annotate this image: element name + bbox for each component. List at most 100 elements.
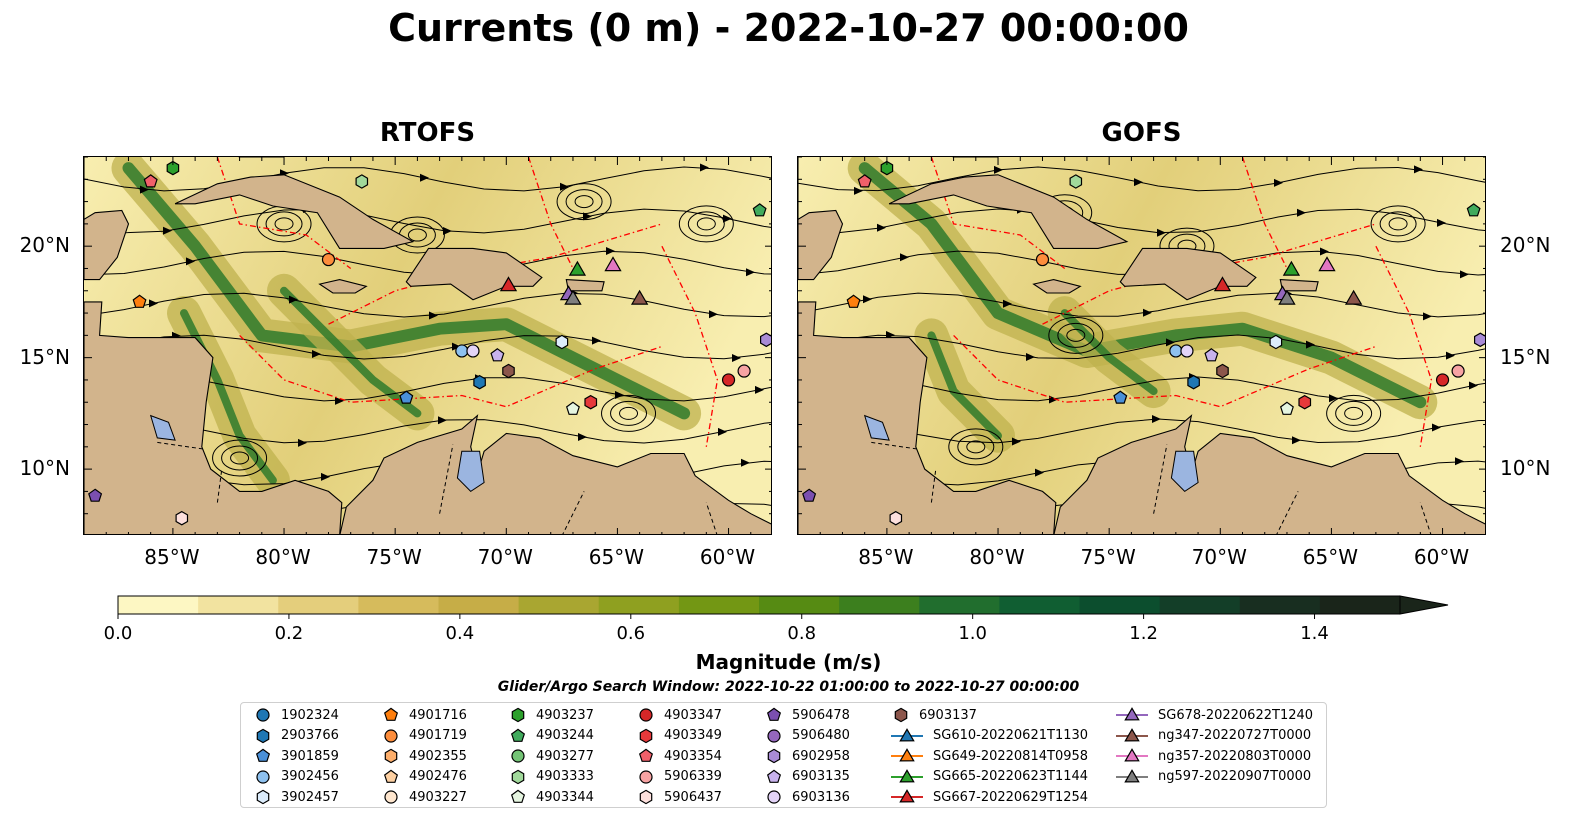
legend-label: 4902355 — [409, 748, 467, 764]
legend-item: 6903136 — [762, 787, 850, 807]
legend-item: 4902476 — [379, 767, 467, 787]
marker-ng597-20220907T0000 — [564, 289, 582, 305]
eddy-contour — [678, 205, 734, 243]
lat-tick-label-right: 15°N — [1500, 344, 1551, 369]
eez-boundary — [1042, 223, 1377, 325]
legend-label: 5906480 — [792, 728, 850, 744]
flow-arrow — [298, 438, 307, 447]
pentagon-marker-icon — [766, 707, 782, 721]
map-frame-ticks — [84, 157, 771, 534]
colorbar-tick-label: 0.2 — [274, 623, 304, 644]
panel-title-gofs: GOFS — [1101, 118, 1182, 148]
lat-tick-label-right: 20°N — [1500, 233, 1551, 258]
legend-item: SG667-20220629T1254 — [889, 787, 1088, 807]
water-maracaibo-lake — [1170, 450, 1199, 493]
circle-marker-icon — [767, 728, 781, 743]
eddy-contour — [265, 211, 303, 237]
search-window-text: Glider/Argo Search Window: 2022-10-22 01… — [497, 679, 1080, 695]
lat-tick-label-right: 10°N — [1500, 456, 1551, 481]
hexagon-marker-icon — [256, 728, 270, 743]
legend-item: 1902324 — [251, 705, 339, 725]
streamline — [798, 292, 1485, 318]
land-south-america — [1053, 414, 1485, 534]
colorbar-tick-label: 1.0 — [958, 623, 987, 644]
legend-marker — [639, 790, 653, 805]
circle-marker-icon — [384, 790, 398, 804]
legend-marker — [511, 707, 525, 723]
legend-marker — [639, 708, 653, 722]
triangle-marker-icon — [891, 768, 923, 783]
flow-arrow — [718, 427, 727, 436]
water-nicaragua-lake — [149, 414, 176, 441]
legend-label: SG665-20220623T1144 — [933, 769, 1089, 785]
legend-label: 4903237 — [536, 707, 594, 723]
marker-6903136 — [1180, 344, 1194, 358]
current-core — [122, 162, 691, 420]
legend-item: 5906480 — [762, 726, 850, 746]
legend-label: 5906437 — [664, 789, 722, 805]
legend-marker — [1124, 707, 1140, 721]
marker-4903354 — [857, 174, 872, 188]
colorbar-segment — [759, 596, 840, 614]
triangle-marker-icon — [891, 789, 923, 803]
legend-marker — [899, 748, 915, 762]
marker-ng357-20220803T0000 — [1318, 256, 1336, 272]
legend-marker — [766, 769, 782, 783]
marker-6903135 — [1204, 348, 1219, 362]
lon-tick-label: 65°W — [588, 545, 645, 569]
eddy-contour — [601, 394, 657, 432]
lon-tick-label: 85°W — [144, 545, 200, 569]
legend-item: 6903137 — [889, 705, 977, 725]
marker-3901859 — [399, 390, 414, 404]
marker-2903766 — [473, 374, 486, 390]
flow-arrow — [877, 223, 886, 232]
pentagon-marker-icon — [510, 728, 526, 742]
pentagon-marker-icon — [766, 769, 782, 783]
legend-marker — [639, 728, 653, 743]
eez-boundary — [953, 334, 1377, 408]
legend-item: SG665-20220623T1144 — [889, 767, 1088, 787]
legend-label: 4901719 — [409, 728, 467, 744]
marker-4903244 — [752, 203, 767, 217]
land-central-america — [798, 301, 1057, 534]
colorbar-tick-label: 1.2 — [1129, 623, 1158, 644]
flow-arrow — [1469, 381, 1478, 390]
eddy-contour — [1335, 400, 1373, 426]
flow-arrow — [1143, 308, 1152, 317]
legend-label: 4903277 — [536, 748, 594, 764]
eez-boundary — [930, 157, 1066, 270]
eddy-contour — [1048, 316, 1104, 354]
hexagon-marker-icon — [639, 790, 653, 805]
marker-4901719 — [321, 252, 336, 267]
marker-6903135 — [490, 348, 505, 362]
legend-item: ng357-20220803T0000 — [1114, 746, 1311, 766]
land-hispaniola — [1119, 247, 1257, 301]
legend-label: 3901859 — [281, 748, 339, 764]
eddy-contour — [1326, 394, 1382, 432]
marker-4901719 — [1035, 252, 1050, 267]
lat-tick-label-left: 10°N — [19, 456, 70, 481]
flow-arrow — [335, 396, 344, 405]
marker-ng357-20220803T0000 — [604, 256, 622, 272]
colorbar-segment — [1159, 596, 1241, 614]
marker-4903349 — [584, 394, 598, 410]
legend-marker — [384, 728, 398, 743]
legend-label: 6902958 — [792, 748, 850, 764]
marker-3902456 — [455, 344, 469, 358]
water-nicaragua-lake — [863, 414, 890, 441]
marker-4903354 — [143, 174, 158, 188]
marker-4903333 — [1069, 174, 1083, 189]
colorbar-tick-label: 0.0 — [103, 623, 133, 644]
legend-item: 4903244 — [506, 726, 594, 746]
marker-SG667-20220629T1254 — [1213, 276, 1232, 292]
legend-item: 4903227 — [379, 787, 467, 807]
legend-label: 4903354 — [664, 748, 722, 764]
map-frame-ticks — [798, 157, 1485, 534]
hexagon-marker-icon — [384, 748, 398, 764]
circle-marker-icon — [256, 708, 270, 722]
eez-boundary — [1241, 157, 1288, 269]
eddy-contour — [407, 228, 427, 242]
lon-tick-label: 75°W — [1080, 545, 1136, 569]
marker-5906339 — [737, 364, 751, 378]
